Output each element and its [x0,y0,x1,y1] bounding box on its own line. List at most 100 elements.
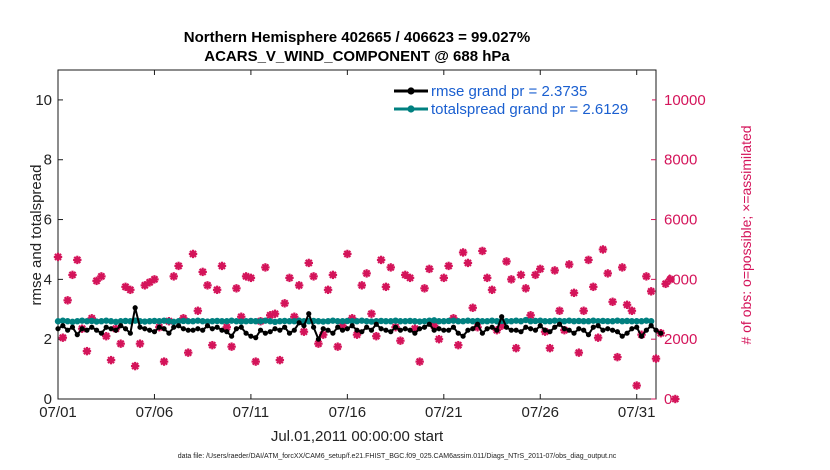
rmse-point [185,327,191,333]
rmse-point [513,327,519,333]
rmse-point [320,326,326,332]
rmse-point [175,323,182,329]
rmse-point [84,327,90,333]
rmse-point [479,330,485,336]
obs-count-point [608,297,617,306]
obs-count-point [420,284,429,293]
totalspread-point [107,318,115,325]
totalspread-point [69,318,76,326]
totalspread-point [252,318,259,325]
chart-title-line2: ACARS_V_WIND_COMPONENT @ 688 hPa [204,48,510,65]
rmse-point [494,327,500,333]
totalspread-point [377,317,385,325]
totalspread-point [117,318,124,325]
totalspread-point [459,318,467,325]
rmse-point [421,324,428,330]
obs-count-point [646,287,656,296]
totalspread-point [262,317,269,324]
totalspread-point [590,317,597,324]
rmse-point [142,326,148,332]
obs-count-point [613,352,622,362]
rmse-point [354,327,360,333]
totalspread-point [488,317,496,324]
obs-count-point [159,357,169,366]
rmse-point [69,324,76,330]
totalspread-point [527,318,534,325]
obs-count-point [569,288,579,298]
rmse-point [233,326,240,332]
totalspread-point [339,318,346,325]
totalspread-point [541,318,549,325]
right-y-axis-label: # of obs: o=possible; ×=assimilated [738,125,754,344]
rmse-point [349,323,355,329]
obs-count-point [357,281,367,290]
obs-count-point [618,263,627,272]
rmse-point [147,327,153,333]
totalspread-point [88,317,95,325]
rmse-point [634,324,640,330]
rmse-point [460,333,466,339]
right-y-tick-label: 10000 [664,92,706,109]
totalspread-point [604,318,611,325]
totalspread-point [112,318,120,326]
totalspread-point [565,317,573,324]
rmse-point [301,323,307,329]
rmse-point [402,326,408,332]
left-y-tick-label: 8 [44,152,52,169]
totalspread-point [464,317,472,324]
rmse-point [532,327,539,333]
totalspread-point [151,317,158,325]
totalspread-point [638,318,645,325]
rmse-point [200,327,206,333]
totalspread-point [74,318,81,325]
right-y-tick-label: 0 [664,391,672,408]
obs-count-point [135,339,145,348]
totalspread-point [334,318,341,325]
totalspread-point [522,316,529,324]
obs-count-point [102,331,111,341]
totalspread-point [185,318,192,325]
rmse-point [296,320,302,326]
rmse-point [65,327,71,333]
left-y-tick-label: 6 [44,212,52,229]
totalspread-point [204,318,211,325]
rmse-point [388,329,394,335]
rmse-point [257,327,264,333]
totalspread-point [233,318,240,325]
totalspread-point [479,318,486,325]
rmse-point [638,333,645,339]
totalspread-point [532,317,539,325]
obs-count-point [545,343,555,353]
rmse-point [426,321,432,327]
rmse-point [446,327,452,333]
rmse-point [643,327,649,333]
obs-count-point [550,266,559,275]
rmse-point [243,330,249,336]
rmse-point [262,330,268,336]
right-y-tick-label: 4000 [664,271,697,288]
rmse-point [229,333,235,339]
x-axis-label: Jul.01,2011 00:00:00 start [271,428,444,445]
totalspread-point [348,318,356,325]
totalspread-point [64,318,71,325]
obs-count-point [130,361,140,371]
rmse-point [431,327,437,333]
rmse-point [310,324,317,330]
totalspread-point [199,318,206,325]
rmse-point [166,330,172,336]
totalspread-point [416,318,423,325]
x-tick-label: 07/11 [233,404,269,421]
totalspread-point [218,318,226,325]
totalspread-point [291,318,298,325]
x-tick-label: 07/21 [425,404,463,421]
rmse-point [537,323,543,329]
rmse-point [605,326,611,332]
rmse-point [127,330,133,336]
left-y-axis-label: rmse and totalspread [28,165,45,306]
rmse-point [373,321,379,327]
rmse-point [315,336,322,342]
rmse-point [248,333,254,339]
obs-count-point [454,340,463,350]
obs-count-point [68,270,77,280]
